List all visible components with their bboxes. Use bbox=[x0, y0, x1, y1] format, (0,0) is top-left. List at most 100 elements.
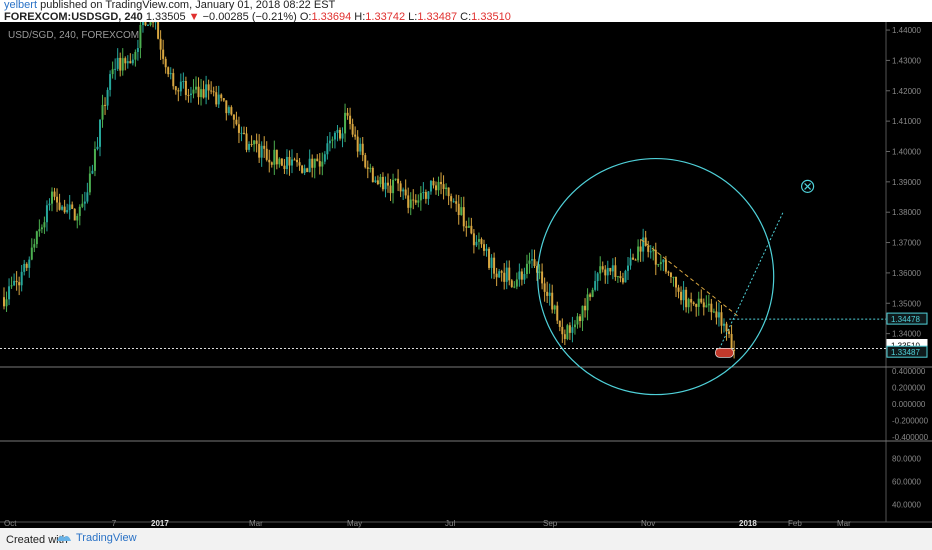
candle-body bbox=[447, 187, 450, 197]
y-tick-label: 1.43000 bbox=[892, 56, 921, 65]
candle-body bbox=[465, 226, 468, 228]
open-value: 1.33694 bbox=[311, 11, 352, 23]
y-tick-label: 1.41000 bbox=[892, 117, 921, 126]
event-flag-icon bbox=[715, 348, 734, 358]
candle-body bbox=[187, 94, 190, 96]
candle-body bbox=[45, 205, 48, 223]
candle-body bbox=[316, 158, 319, 162]
candle-body bbox=[664, 259, 667, 272]
candle-body bbox=[376, 180, 379, 185]
tradingview-brand[interactable]: TradingView bbox=[56, 532, 137, 544]
osc1-tick-label: 0.400000 bbox=[892, 367, 926, 376]
candle-body bbox=[475, 241, 478, 246]
candle-body bbox=[179, 81, 182, 92]
candle-body bbox=[528, 260, 531, 264]
close-label: C: bbox=[460, 11, 472, 23]
candle-body bbox=[30, 247, 33, 260]
candle-body bbox=[215, 92, 218, 105]
candle-body bbox=[715, 311, 718, 318]
candle-body bbox=[482, 244, 485, 251]
candle-body bbox=[429, 180, 432, 192]
author-link[interactable]: yelbert bbox=[4, 0, 38, 11]
candle-body bbox=[624, 270, 627, 283]
ohlc-line: FOREXCOM:USDSGD, 240 1.33505 ▼ −0.00285 … bbox=[4, 11, 511, 23]
candle-body bbox=[722, 323, 725, 326]
candle-body bbox=[680, 291, 683, 301]
candle-body bbox=[146, 24, 149, 26]
candle-body bbox=[109, 74, 112, 90]
candle-body bbox=[392, 179, 395, 194]
candle-body bbox=[457, 203, 460, 216]
candle-body bbox=[98, 119, 101, 147]
candle-body bbox=[515, 279, 518, 287]
candle-body bbox=[589, 294, 592, 297]
candle-body bbox=[536, 266, 539, 273]
candle-body bbox=[182, 81, 185, 83]
candle-body bbox=[571, 327, 574, 333]
published-text: published on TradingView.com, January 01… bbox=[40, 0, 336, 11]
candle-body bbox=[445, 187, 448, 190]
candle-body bbox=[657, 264, 660, 266]
candle-body bbox=[359, 143, 362, 152]
candle-body bbox=[8, 286, 11, 300]
candle-body bbox=[25, 263, 28, 268]
y-tick-label: 1.40000 bbox=[892, 147, 921, 156]
candle-body bbox=[81, 203, 84, 207]
candle-body bbox=[255, 140, 258, 144]
candle-body bbox=[462, 207, 465, 227]
candle-body bbox=[422, 192, 425, 194]
candle-body bbox=[15, 280, 18, 283]
candle-body bbox=[169, 73, 172, 75]
candle-body bbox=[404, 189, 407, 196]
candle-body bbox=[104, 104, 107, 106]
candle-body bbox=[88, 173, 91, 193]
candle-body bbox=[290, 159, 293, 166]
candle-body bbox=[356, 136, 359, 152]
candle-body bbox=[440, 181, 443, 185]
candle-body bbox=[662, 259, 665, 263]
candle-body bbox=[414, 200, 417, 203]
candle-body bbox=[690, 299, 693, 303]
candle-body bbox=[308, 158, 311, 173]
candle-body bbox=[167, 67, 170, 75]
candle-body bbox=[546, 291, 549, 296]
candle-body bbox=[505, 267, 508, 282]
candle-body bbox=[424, 192, 427, 199]
candle-body bbox=[629, 257, 632, 266]
candle-body bbox=[321, 161, 324, 167]
candle-body bbox=[596, 273, 599, 282]
candle-body bbox=[707, 303, 710, 306]
candle-body bbox=[40, 227, 43, 230]
candle-body bbox=[114, 68, 117, 70]
candle-body bbox=[452, 201, 455, 203]
candle-body bbox=[111, 69, 114, 75]
candle-body bbox=[338, 129, 341, 139]
close-x-icon bbox=[800, 179, 815, 193]
candle-body bbox=[205, 84, 208, 98]
candle-body bbox=[538, 271, 541, 273]
candle-body bbox=[652, 249, 655, 252]
candle-body bbox=[116, 57, 119, 69]
candle-body bbox=[159, 38, 162, 50]
candle-body bbox=[61, 206, 64, 210]
chart-svg[interactable]: USD/SGD, 240, FOREXCOM 1.34000 1.35000 1.36… bbox=[0, 11, 932, 528]
y-tick-label: 1.35000 bbox=[892, 299, 921, 308]
candle-body bbox=[407, 195, 410, 208]
last-price: 1.33505 bbox=[145, 11, 186, 23]
change-value: −0.00285 (−0.21%) bbox=[202, 11, 297, 23]
candle-body bbox=[659, 262, 662, 265]
brand-label: TradingView bbox=[76, 532, 137, 544]
candle-body bbox=[503, 272, 506, 282]
candle-body bbox=[121, 58, 124, 71]
candle-body bbox=[417, 200, 420, 203]
x-tick-label: Feb bbox=[788, 519, 802, 528]
candle-body bbox=[225, 100, 228, 114]
candle-body bbox=[313, 158, 316, 168]
x-tick-label: Nov bbox=[641, 519, 655, 528]
x-tick-label: 7 bbox=[112, 519, 117, 528]
chart-area[interactable]: USD/SGD, 240, FOREXCOM 1.34000 1.35000 1.36… bbox=[0, 11, 932, 528]
candle-body bbox=[427, 191, 430, 199]
candle-body bbox=[207, 84, 210, 91]
candle-body bbox=[220, 94, 223, 99]
candle-body bbox=[642, 237, 645, 252]
